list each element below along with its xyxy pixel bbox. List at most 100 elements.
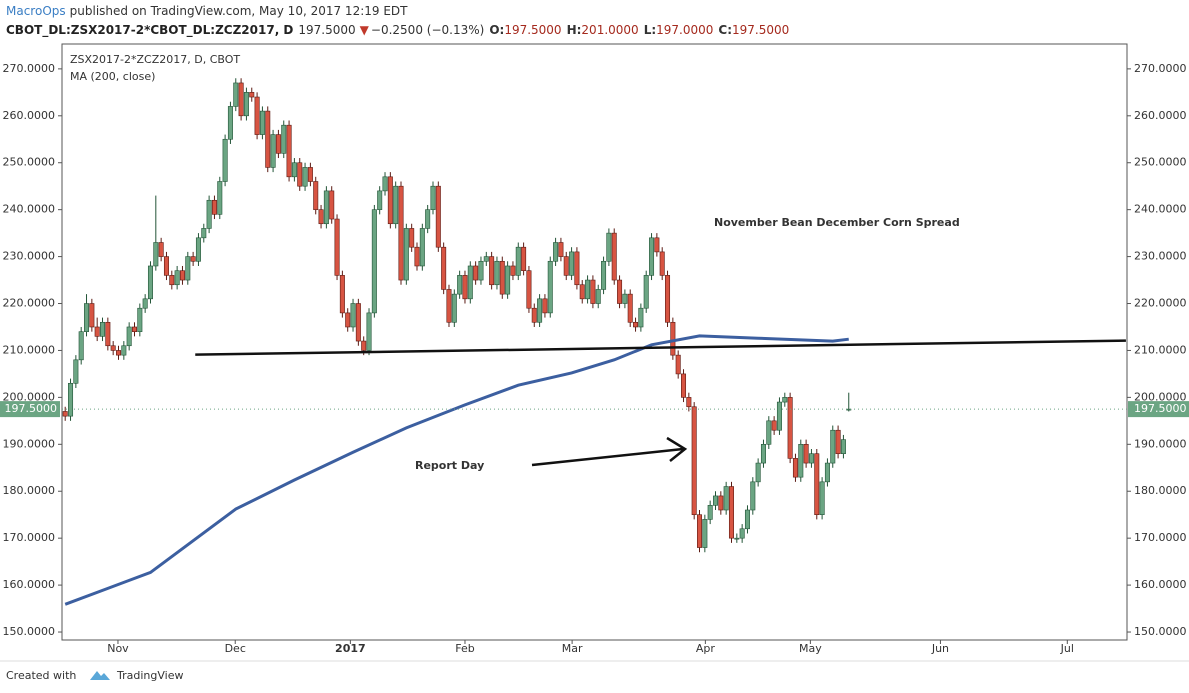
candle-body [243,92,249,117]
x-tick-label: Apr [696,642,716,655]
candle-body [499,260,505,295]
candle-body [643,275,649,309]
candle-body [409,228,415,248]
candle-body [211,199,217,215]
change: −0.2500 (−0.13%) [371,23,484,37]
o-value: 197.5000 [504,23,561,37]
candle-body [553,242,559,262]
annotation: Report Day [415,459,484,472]
candle-body [622,293,628,304]
x-tick-label: Jul [1060,642,1074,655]
candle-body [249,92,255,98]
candle-body [670,321,676,356]
candle-body [665,275,671,323]
candle-body [190,256,196,262]
candle-body [158,242,164,257]
x-tick-label: Jun [931,642,949,655]
y-tick-label-left: 200.0000 [3,390,56,403]
candle-body [654,237,660,253]
candle-body [750,481,756,511]
candle-body [334,218,340,276]
candle-body [467,265,473,300]
candle-body [702,519,708,548]
candle-body [798,444,804,478]
candle-body [478,260,484,281]
candle-body [350,303,356,328]
candle-body [595,289,601,304]
last-price-box [0,401,60,418]
x-tick-label: Mar [562,642,583,655]
candle-body [574,251,580,286]
candle-body [521,246,527,271]
candle-body [302,167,308,187]
candle-body [366,312,372,351]
candle-body [686,397,692,408]
candle-body [627,293,633,323]
candle-body [462,275,468,300]
y-tick-label-left: 190.0000 [3,437,56,450]
candle-body [808,453,814,464]
candle-body [201,228,207,239]
candle-body [441,246,447,290]
o-label: O: [489,23,504,37]
y-tick-label-left: 170.0000 [3,531,56,544]
candle-body [179,270,185,281]
y-tick-label: 270.0000 [1134,62,1187,75]
l-label: L: [644,23,656,37]
y-tick-label: 160.0000 [1134,578,1187,591]
arrow [531,436,688,467]
publisher[interactable]: MacroOps [6,4,66,18]
candle-body [659,251,665,276]
candle-body [254,96,260,135]
candle-body [712,495,718,506]
footer-brand[interactable]: TradingView [116,669,183,682]
candle-body [494,260,500,286]
y-tick-label: 200.0000 [1134,390,1187,403]
candle-body [744,509,750,530]
candle-body [835,429,841,454]
ma-line [64,334,849,606]
candle-body [382,176,388,192]
c-label: C: [718,23,732,37]
candle-body [414,246,420,267]
y-tick-label: 180.0000 [1134,484,1187,497]
plot-frame [61,43,1128,641]
y-tick-label-left: 210.0000 [3,343,56,356]
candle-body [824,462,830,483]
candle-body [563,256,569,276]
candle-body [323,190,329,225]
y-tick-label: 250.0000 [1134,156,1187,169]
candle-body [590,279,596,304]
candle-body [419,228,425,267]
last-price-box [1128,401,1189,418]
candle-body [792,458,798,478]
candle-body [814,453,820,515]
candle-body [606,232,612,262]
candle-body [313,181,319,210]
x-tick-label: Dec [225,642,246,655]
candle-body [579,284,585,300]
candle-body [435,185,441,248]
y-tick-label-left: 150.0000 [3,625,56,638]
last: 197.5000 [298,23,355,37]
candle-body [681,373,687,398]
candle-body [238,82,244,117]
symbol-line: CBOT_DL:ZSX2017-2*CBOT_DL:ZCZ2017, D 197.… [6,23,789,38]
candle-body [782,397,788,403]
candle-body [100,321,106,337]
y-tick-label-left: 160.0000 [3,578,56,591]
y-tick-label: 210.0000 [1134,343,1187,356]
y-tick-label: 220.0000 [1134,297,1187,310]
candle-body [803,444,809,464]
candle-body [110,345,116,351]
candle-body [675,354,681,375]
candle-body [339,275,345,314]
candle-body [840,439,846,454]
candle-body [585,279,591,300]
candle-body [403,228,409,281]
candle-body [771,420,777,431]
candle-body [126,326,132,347]
candle-body [633,321,639,328]
candle-body [195,237,201,262]
